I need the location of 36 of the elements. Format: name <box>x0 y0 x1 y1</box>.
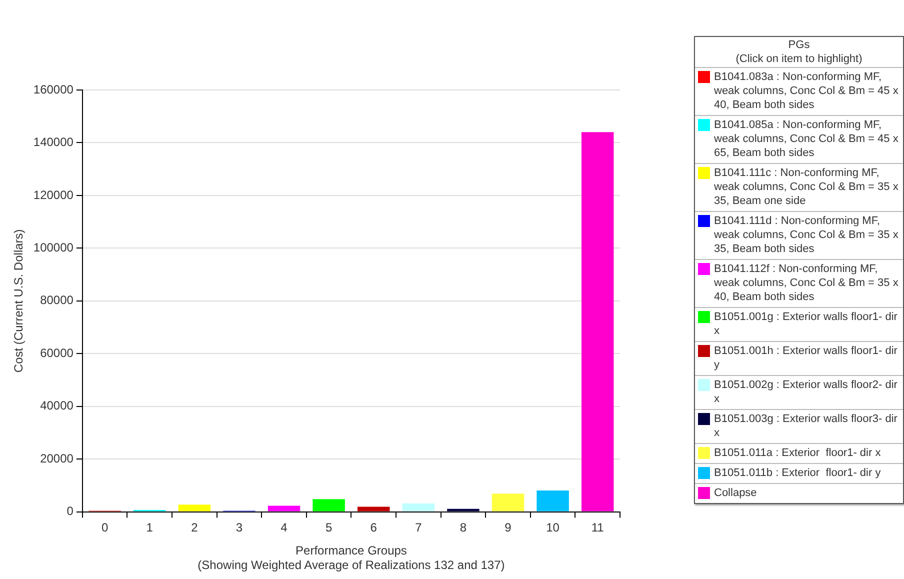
legend-label: B1051.001g : Exterior walls floor1- dir x <box>714 310 898 338</box>
x-tick-label: 7 <box>415 520 422 534</box>
y-tick-label: 120000 <box>33 188 74 202</box>
y-tick-label: 20000 <box>40 451 74 466</box>
x-tick-label: 2 <box>191 520 198 534</box>
legend-title: PGs (Click on item to highlight) <box>695 37 903 68</box>
x-tick-label: 10 <box>546 520 560 534</box>
y-axis-title: Cost (Current U.S. Dollars) <box>12 229 26 373</box>
y-tick-label: 140000 <box>33 135 74 150</box>
y-tick-label: 60000 <box>40 346 74 360</box>
legend-label: B1051.011a : Exterior floor1- dir x <box>714 446 881 460</box>
x-tick-label: 0 <box>101 520 108 534</box>
x-tick-label: 3 <box>236 520 243 534</box>
legend-label: B1041.111d : Non-conforming MF, weak columns, Conc Col & Bm = 35 x 35, Beam both sides <box>714 214 900 256</box>
y-tick-label: 0 <box>66 504 74 518</box>
legend-label: Collapse <box>714 486 757 500</box>
legend-label: B1041.083a : Non-conforming MF, weak columns, Conc Col & Bm = 45 x 40, Beam both sides <box>714 70 900 112</box>
legend-label: B1041.112f : Non-conforming MF, weak columns, Conc Col & Bm = 35 x 40, Beam both sides <box>714 262 900 304</box>
x-axis-title: Performance Groups (Showing Weighted Average of Realizations 132 and 137) <box>198 544 505 572</box>
legend-label: B1051.003g : Exterior walls floor3- dir x <box>714 412 898 440</box>
y-tick-label: 160000 <box>33 82 74 96</box>
x-tick-label: 4 <box>280 520 288 534</box>
legend-label: B1041.111c : Non-conforming MF, weak columns, Conc Col & Bm = 35 x 35, Beam one side <box>714 166 900 208</box>
legend-label: B1051.011b : Exterior floor1- dir y <box>714 466 881 480</box>
legend-label: B1051.001h : Exterior walls floor1- dir y <box>714 344 898 372</box>
x-tick-label: 5 <box>325 520 332 534</box>
legend-label: B1041.085a : Non-conforming MF, weak columns, Conc Col & Bm = 45 x 65, Beam both sides <box>714 118 900 160</box>
y-tick-label: 40000 <box>40 398 74 413</box>
x-tick-label: 1 <box>146 520 154 534</box>
y-tick-label: 80000 <box>40 293 74 308</box>
legend-label: B1051.002g : Exterior walls floor2- dir x <box>714 378 898 406</box>
x-tick-label: 11 <box>591 520 604 534</box>
x-tick-label: 9 <box>504 520 512 534</box>
x-tick-label: 6 <box>370 520 378 534</box>
x-tick-label: 8 <box>460 520 467 534</box>
y-tick-label: 100000 <box>33 240 74 254</box>
